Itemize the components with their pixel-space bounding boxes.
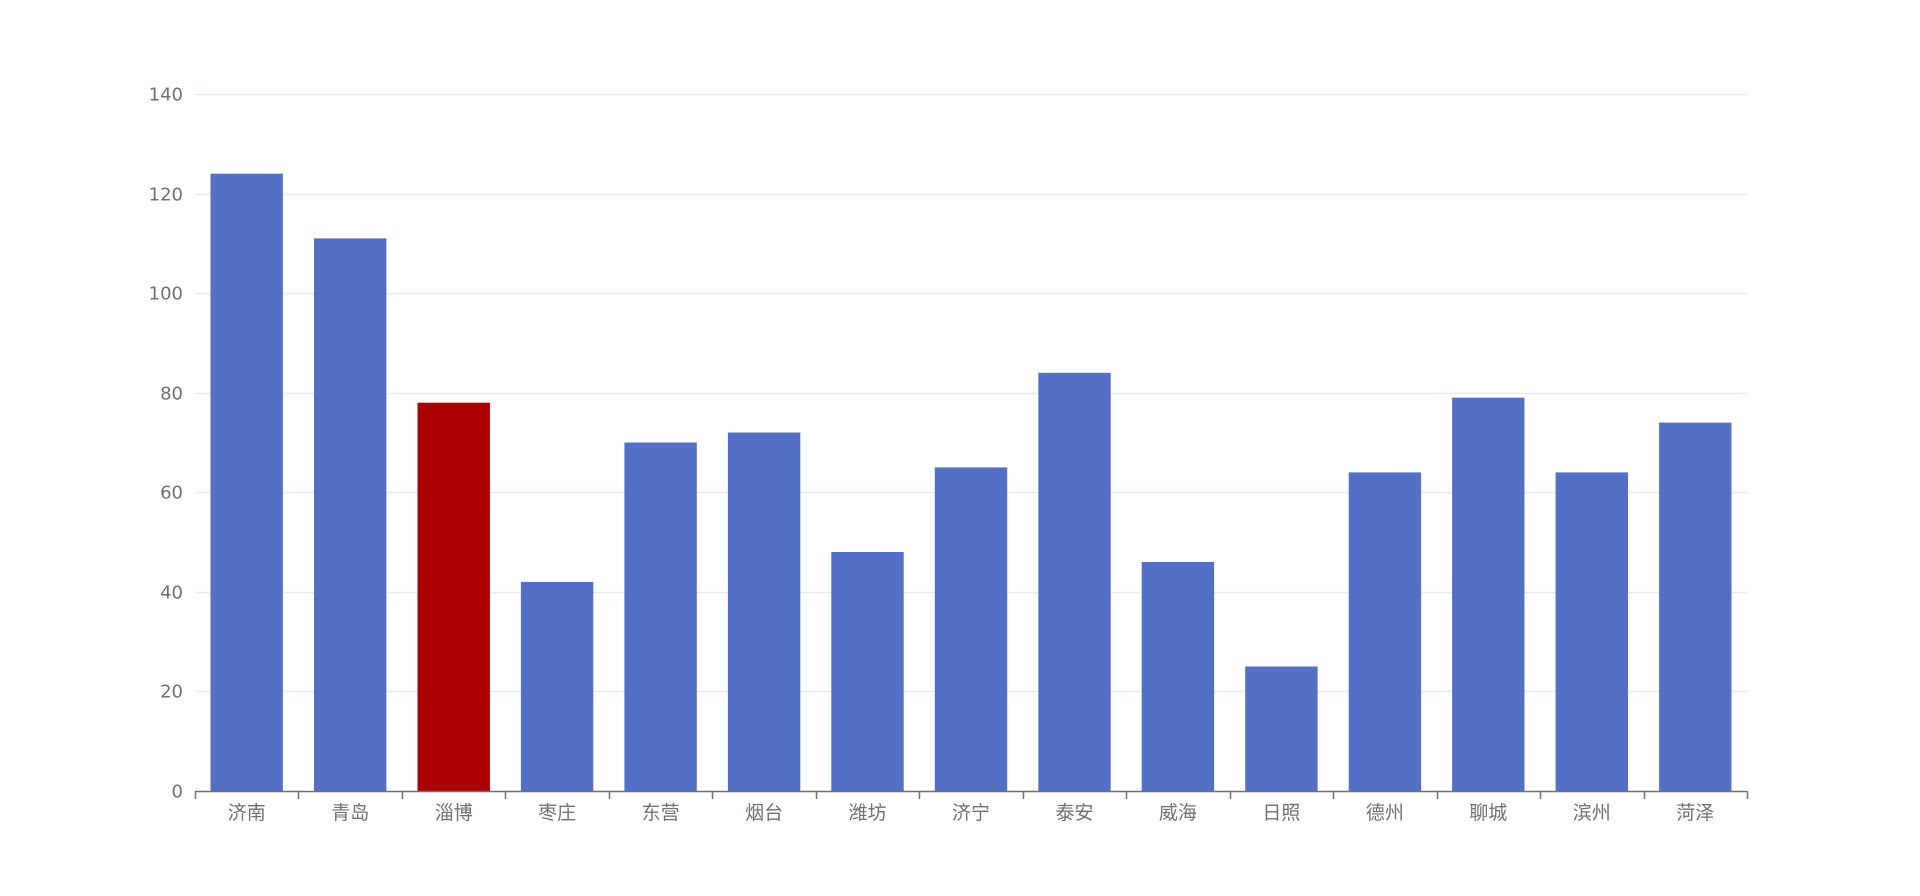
y-tick-label: 40	[160, 583, 183, 604]
x-tick-label: 菏泽	[1676, 802, 1714, 824]
bar-5[interactable]	[727, 432, 801, 792]
y-axis-ticks: 0 20 40 60 80 100 120 140	[149, 85, 183, 803]
y-tick-label: 60	[160, 483, 183, 504]
bar-4[interactable]	[624, 442, 697, 792]
x-tick-label: 聊城	[1469, 802, 1507, 824]
x-tick-label: 济南	[228, 802, 266, 824]
x-tick-label: 德州	[1366, 802, 1404, 824]
x-tick-label: 泰安	[1055, 802, 1093, 824]
x-tick-label: 威海	[1159, 802, 1197, 824]
x-tick-label: 青岛	[331, 802, 369, 824]
y-tick-label: 140	[149, 85, 183, 106]
x-tick-label: 东营	[642, 802, 680, 824]
x-tick-label: 烟台	[745, 802, 783, 824]
bar-10[interactable]	[1245, 666, 1318, 792]
bar-3[interactable]	[520, 581, 594, 791]
bar-6[interactable]	[831, 552, 904, 791]
y-tick-label: 80	[160, 384, 183, 405]
x-tick-label: 日照	[1262, 802, 1300, 824]
x-tick-label: 枣庄	[538, 802, 576, 824]
bar-0[interactable]	[210, 173, 283, 791]
x-tick-label: 潍坊	[848, 802, 886, 824]
y-tick-label: 20	[160, 682, 183, 703]
bar-14[interactable]	[1659, 422, 1732, 791]
x-tick-label: 滨州	[1573, 802, 1611, 824]
bar-7[interactable]	[934, 467, 1008, 791]
y-tick-label: 100	[149, 284, 183, 305]
bar-12[interactable]	[1452, 397, 1525, 791]
x-axis: 济南 青岛 淄博 枣庄 东营 烟台 潍坊 济宁 泰安 威海 日照 德州 聊城 滨州 菏泽	[194, 790, 1749, 824]
bar-9[interactable]	[1141, 562, 1215, 791]
bar-8[interactable]	[1038, 372, 1111, 791]
x-tick-label: 济宁	[952, 802, 990, 824]
x-tick-label: 淄博	[435, 802, 473, 824]
bar-2[interactable]	[417, 402, 490, 791]
bar-13[interactable]	[1555, 472, 1628, 791]
bar-11[interactable]	[1348, 472, 1422, 791]
bars	[210, 173, 1732, 792]
y-tick-label: 0	[172, 782, 183, 803]
y-tick-label: 120	[149, 185, 183, 206]
bar-1[interactable]	[314, 238, 387, 791]
